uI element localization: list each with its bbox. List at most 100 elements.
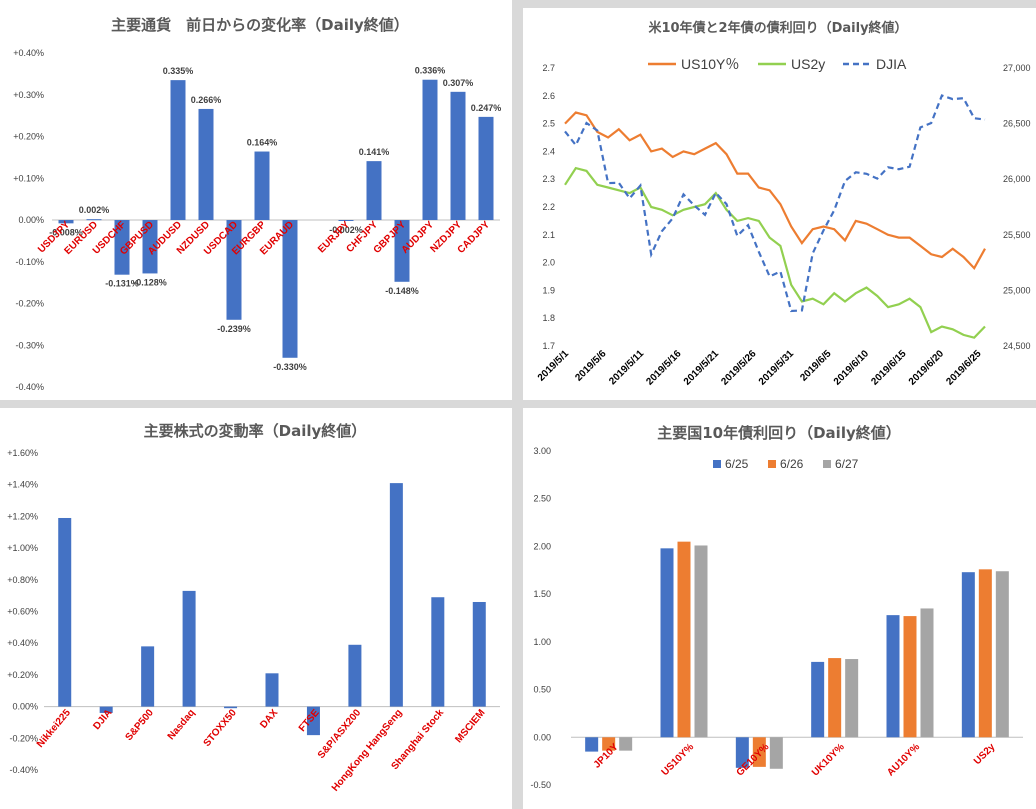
- data-label: -0.239%: [217, 324, 251, 334]
- bar: [677, 541, 691, 738]
- y-tick-label: -0.20%: [9, 733, 38, 743]
- fx-change-chart: 主要通貨 前日からの変化率（Daily終値） +0.40% +0.30% +0.20…: [13, 16, 502, 392]
- bar: [338, 220, 354, 221]
- y-tick-label: +1.00%: [7, 543, 38, 553]
- chart-title: 主要株式の変動率（Daily終値）: [144, 422, 367, 440]
- left-y-tick-label: 1.9: [542, 285, 555, 295]
- legend-label: 6/27: [835, 457, 859, 471]
- legend-label: US2y: [791, 56, 825, 72]
- y-tick-label: 2.00: [533, 541, 551, 551]
- category-label: Nikkei225: [35, 707, 73, 750]
- bar: [394, 220, 410, 282]
- data-label: 0.336%: [415, 66, 446, 76]
- data-label: 0.247%: [471, 103, 502, 113]
- right-y-tick-label: 24,500: [1003, 341, 1031, 351]
- data-label: 0.164%: [247, 138, 278, 148]
- category-label: DAX: [258, 707, 280, 730]
- chart-title: 米10年債と2年債の債利回り（Daily終値）: [648, 20, 907, 36]
- left-y-tick-label: 1.7: [542, 341, 555, 351]
- legend-label: 6/26: [780, 457, 804, 471]
- y-tick-label: 0.50: [533, 685, 551, 695]
- left-y-tick-label: 2.3: [542, 174, 555, 184]
- stock-change-chart: 主要株式の変動率（Daily終値） +1.60% +1.40% +1.20% +1.0…: [7, 422, 500, 794]
- bar: [389, 483, 403, 707]
- data-label: 0.266%: [191, 95, 222, 105]
- y-tick-label: -0.50: [530, 780, 551, 790]
- bar: [920, 608, 934, 738]
- legend-label: 6/25: [725, 457, 749, 471]
- bar: [282, 220, 298, 358]
- bar: [265, 673, 279, 707]
- y-tick-label: +0.40%: [7, 638, 38, 648]
- x-tick-label: 2019/5/6: [573, 348, 609, 384]
- bar: [602, 737, 616, 751]
- bar: [182, 590, 196, 707]
- chart-title: 主要国10年債利回り（Daily終値）: [657, 424, 901, 442]
- bar: [978, 569, 992, 738]
- legend-marker: [823, 460, 831, 468]
- bar: [995, 571, 1009, 738]
- right-y-tick-label: 26,000: [1003, 174, 1031, 184]
- data-label: -0.128%: [133, 277, 167, 287]
- bar: [694, 545, 708, 738]
- y-tick-label: +0.30%: [13, 90, 44, 100]
- bar: [141, 646, 155, 707]
- y-tick-label: +1.60%: [7, 448, 38, 458]
- bar: [114, 220, 130, 275]
- bar: [472, 601, 486, 707]
- bar: [903, 616, 917, 738]
- x-tick-label: 2019/5/16: [644, 348, 684, 388]
- legend-label: US10Y％: [681, 56, 739, 72]
- series-line: [564, 94, 986, 313]
- right-y-tick-label: 27,000: [1003, 63, 1031, 73]
- y-tick-label: +1.20%: [7, 511, 38, 521]
- category-label: US10Y%: [660, 742, 697, 779]
- data-label: 0.002%: [79, 205, 110, 215]
- fx-chart-panel: 主要通貨 前日からの変化率（Daily終値） +0.40% +0.30% +0.20…: [0, 0, 512, 400]
- bar: [422, 79, 438, 220]
- y-tick-label: 2.50: [533, 494, 551, 504]
- bar: [752, 737, 766, 767]
- left-y-tick-label: 2.6: [542, 91, 555, 101]
- data-label: 0.141%: [359, 147, 390, 157]
- y-tick-label: +1.40%: [7, 480, 38, 490]
- left-y-tick-label: 2.0: [542, 258, 555, 268]
- y-tick-label: 3.00: [533, 446, 551, 456]
- data-label: -0.131%: [105, 279, 139, 289]
- chart-title: 主要通貨 前日からの変化率（Daily終値）: [111, 16, 409, 34]
- x-tick-label: 2019/6/10: [832, 348, 872, 388]
- bar: [366, 161, 382, 220]
- bar: [845, 659, 859, 738]
- y-tick-label: -0.30%: [15, 340, 44, 350]
- left-y-tick-label: 1.8: [542, 313, 555, 323]
- x-tick-label: 2019/6/20: [907, 348, 947, 388]
- y-tick-label: -0.40%: [9, 765, 38, 775]
- y-tick-label: 0.00%: [18, 215, 44, 225]
- category-label: Nasdaq: [166, 707, 198, 742]
- category-label: US2y: [972, 741, 998, 767]
- gov-bond-yield-chart-panel: 主要国10年債利回り（Daily終値） 6/25 6/26 6/27 3.00 2.50…: [523, 408, 1036, 809]
- bar: [478, 116, 494, 220]
- category-label: HongKong HangSeng: [330, 707, 405, 793]
- category-label: UK10Y%: [810, 742, 847, 779]
- bar: [828, 658, 842, 738]
- legend-label: DJIA: [876, 56, 907, 72]
- y-tick-label: +0.40%: [13, 48, 44, 58]
- bond-yield-chart: 米10年債と2年債の債利回り（Daily終値） US10Y％ US2y DJIA 2.…: [536, 20, 1031, 388]
- bar: [58, 220, 74, 224]
- x-tick-label: 2019/5/21: [682, 348, 722, 388]
- bar: [224, 706, 238, 709]
- data-label: -0.148%: [385, 286, 419, 296]
- right-y-tick-label: 25,500: [1003, 230, 1031, 240]
- data-label: -0.330%: [273, 362, 307, 372]
- right-y-tick-label: 25,000: [1003, 285, 1031, 295]
- right-y-tick-label: 26,500: [1003, 119, 1031, 129]
- category-label: AU10Y%: [885, 742, 922, 779]
- series-line: [564, 166, 986, 339]
- series-line: [564, 111, 986, 271]
- bar: [886, 615, 900, 738]
- x-tick-label: 2019/5/1: [536, 348, 572, 384]
- data-label: -0.002%: [329, 225, 363, 235]
- bar: [254, 151, 270, 220]
- y-tick-label: +0.10%: [13, 173, 44, 183]
